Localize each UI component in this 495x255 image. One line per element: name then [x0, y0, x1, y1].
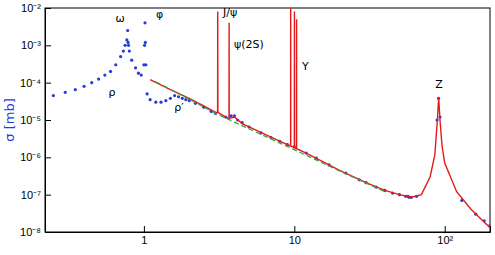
x-tick: 10	[289, 226, 301, 246]
data-point	[114, 63, 117, 66]
x-axis-line	[46, 226, 491, 233]
plot: 1 10 10² 10⁻⁸ 10⁻⁷ 10⁻⁶ 10⁻⁵ 10⁻⁴ 10⁻³ 10⁻²	[20, 2, 492, 246]
y-tick-mark	[45, 83, 51, 84]
annotation: φ	[156, 8, 163, 21]
data-point	[137, 72, 140, 75]
data-point	[82, 85, 85, 88]
data-point	[169, 97, 172, 100]
x-tick-label: 10	[289, 234, 301, 246]
x-tick: 1	[141, 226, 147, 246]
annotation: ρ′	[174, 101, 184, 114]
data-point	[130, 59, 133, 62]
y-tick: 10⁻⁴	[20, 77, 51, 89]
data-point	[159, 101, 162, 104]
chart-container: 1 10 10² 10⁻⁸ 10⁻⁷ 10⁻⁶ 10⁻⁵ 10⁻⁴ 10⁻³ 10⁻² σ [mb]…	[0, 0, 495, 255]
data-point	[124, 44, 127, 47]
data-point	[149, 98, 152, 101]
y-axis-title: σ [mb]	[2, 98, 17, 141]
data-marks	[52, 8, 490, 228]
data-point	[181, 97, 184, 100]
data-point	[52, 94, 55, 97]
y-tick-label: 10⁻⁶	[20, 151, 41, 163]
data-point	[144, 41, 147, 44]
data-point	[127, 44, 130, 47]
data-point	[140, 73, 143, 76]
data-line	[156, 82, 385, 192]
scatter-series	[52, 21, 490, 227]
y-tick-mark	[45, 45, 51, 46]
data-line	[150, 8, 490, 228]
x-tick-label: 1	[141, 234, 147, 246]
data-point	[90, 81, 93, 84]
data-point	[126, 41, 129, 44]
data-point	[145, 92, 148, 95]
x-tick-mark	[445, 226, 446, 232]
annotation: J/ψ	[222, 6, 237, 19]
y-tick-label: 10⁻⁴	[20, 77, 41, 89]
annotation: Υ	[301, 60, 309, 73]
y-tick-mark	[45, 232, 51, 233]
data-point	[126, 29, 129, 32]
data-point	[119, 55, 122, 58]
data-point	[154, 101, 157, 104]
data-point	[128, 50, 131, 53]
x-axis: 1 10 10²	[46, 226, 491, 246]
plot-frame	[45, 8, 490, 232]
y-tick: 10⁻³	[21, 39, 51, 51]
data-point	[230, 114, 233, 117]
y-tick: 10⁻⁷	[21, 189, 51, 201]
data-point	[164, 99, 167, 102]
y-tick: 10⁻⁶	[20, 151, 51, 163]
annotation: ψ(2S)	[234, 38, 264, 51]
y-tick-label: 10⁻²	[21, 2, 41, 14]
x-tick-mark	[144, 226, 145, 232]
y-tick-mark	[45, 8, 51, 9]
data-point	[97, 77, 100, 80]
x-tick: 10²	[437, 226, 453, 246]
y-tick-mark	[45, 157, 51, 158]
data-point	[103, 73, 106, 76]
data-point	[143, 21, 146, 24]
y-axis: 10⁻⁸ 10⁻⁷ 10⁻⁶ 10⁻⁵ 10⁻⁴ 10⁻³ 10⁻²	[20, 2, 51, 238]
data-point	[173, 94, 176, 97]
data-point	[143, 44, 146, 47]
y-tick-label: 10⁻³	[21, 39, 41, 51]
annotation: ω	[115, 12, 124, 25]
data-point	[177, 95, 180, 98]
annotation: Z	[435, 78, 443, 91]
y-tick-label: 10⁻⁷	[21, 189, 41, 201]
y-tick-mark	[45, 195, 51, 196]
y-tick: 10⁻⁵	[20, 114, 51, 126]
data-point	[122, 50, 125, 53]
x-tick-mark	[294, 226, 295, 232]
data-point	[64, 91, 67, 94]
y-tick-label: 10⁻⁸	[20, 226, 41, 238]
chart: 1 10 10² 10⁻⁸ 10⁻⁷ 10⁻⁶ 10⁻⁵ 10⁻⁴ 10⁻³ 10⁻² σ [mb]…	[0, 0, 495, 255]
y-tick: 10⁻⁸	[20, 226, 51, 238]
data-point	[134, 66, 137, 69]
annotation: ρ	[109, 86, 116, 99]
data-point	[74, 88, 77, 91]
data-point	[144, 63, 147, 66]
y-tick: 10⁻²	[21, 2, 51, 14]
y-axis-line	[46, 9, 52, 233]
data-point	[109, 70, 112, 73]
y-tick-label: 10⁻⁵	[20, 114, 41, 126]
x-tick-label: 10²	[437, 234, 453, 246]
y-tick-mark	[45, 120, 51, 121]
